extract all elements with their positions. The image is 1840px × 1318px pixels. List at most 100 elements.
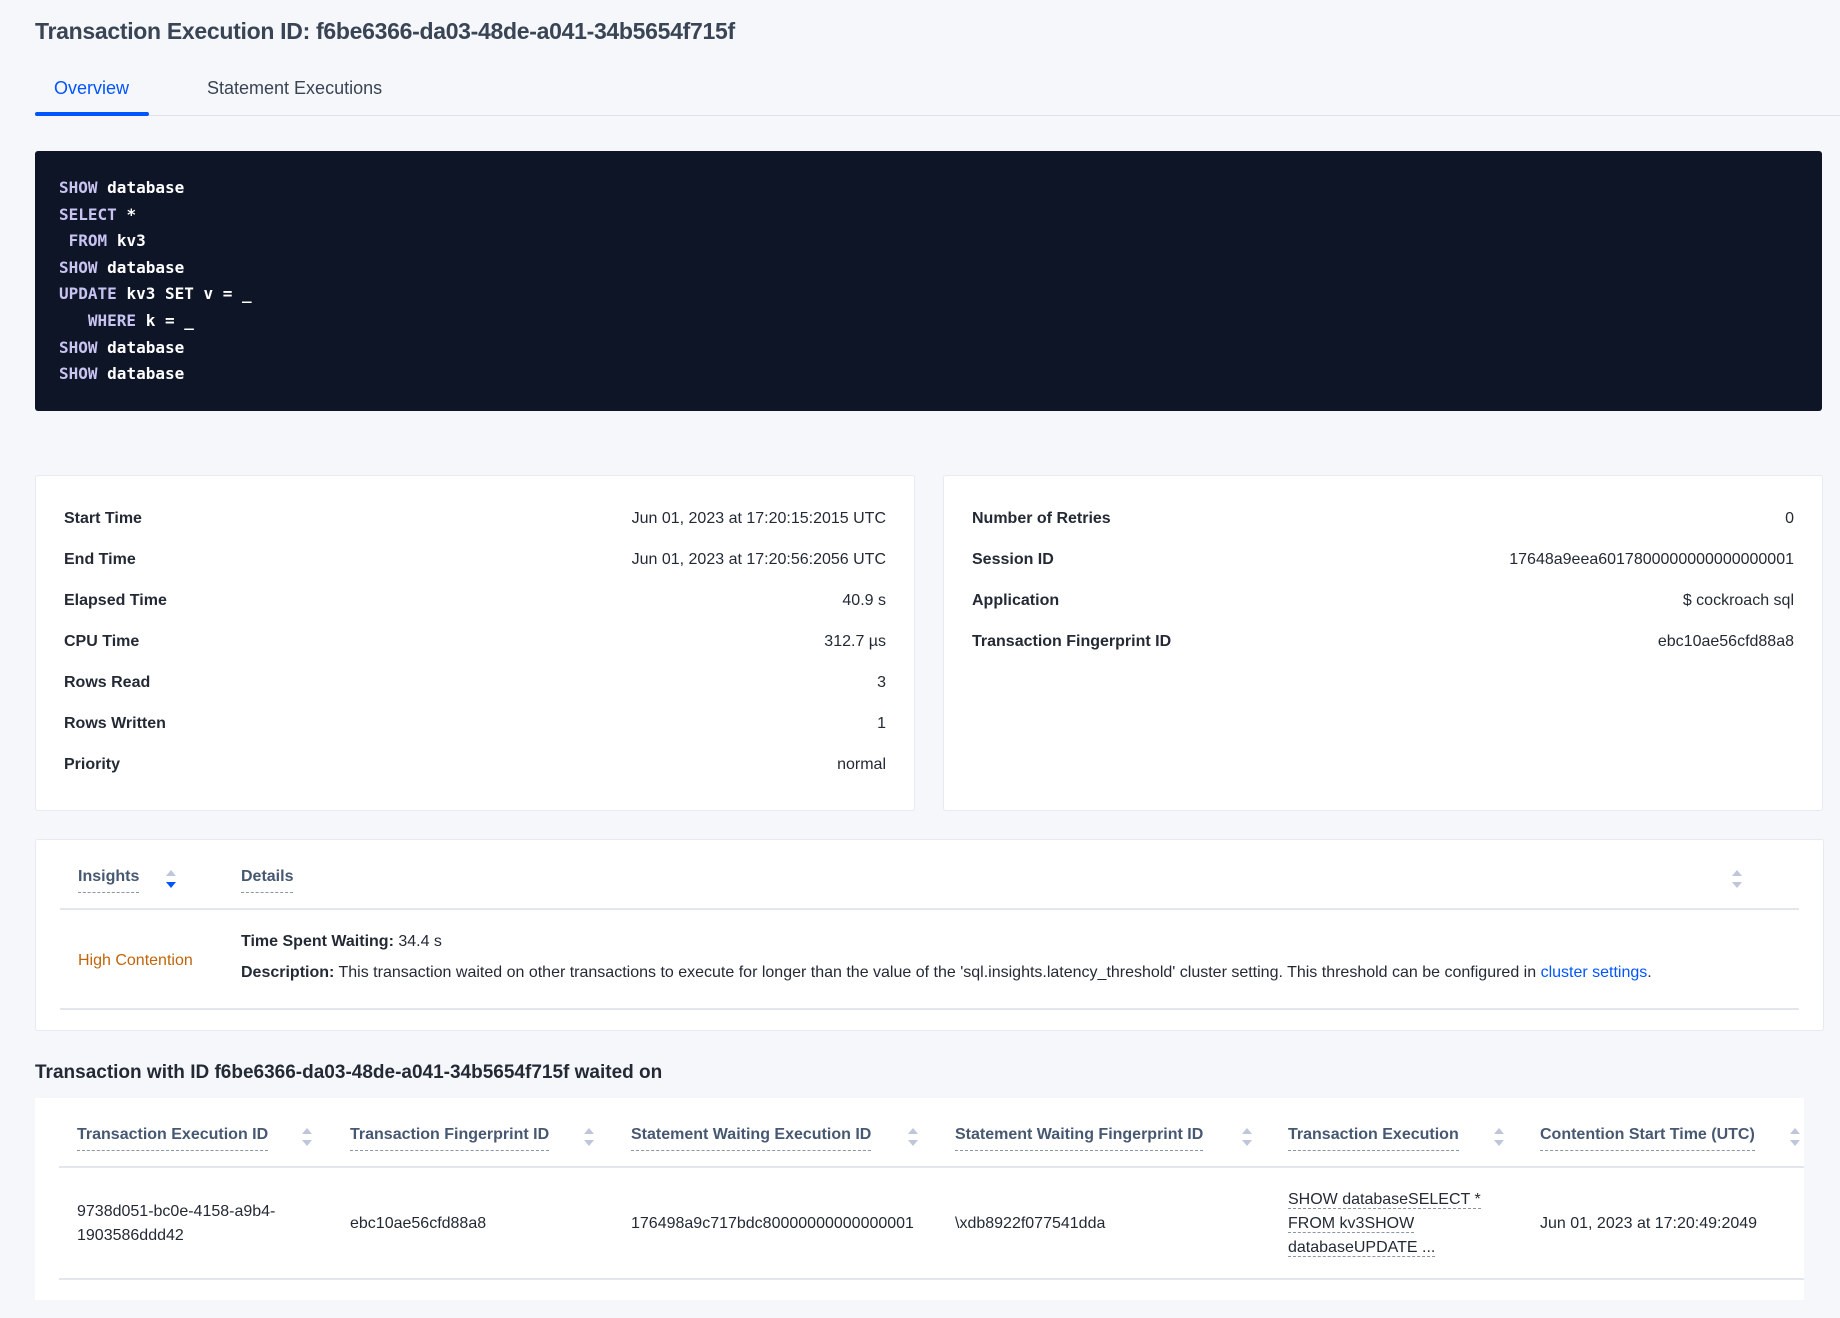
waited-on-table: Transaction Execution ID Transaction Fin… [35, 1098, 1804, 1300]
tab-statement-executions[interactable]: Statement Executions [207, 78, 383, 98]
sql-line: SHOW database [59, 175, 252, 202]
summary-value: 40.9 s [842, 592, 886, 609]
sort-icon[interactable] [1494, 1128, 1504, 1146]
summary-value: $ cockroach sql [1682, 592, 1794, 609]
summary-value: Jun 01, 2023 at 17:20:15:2015 UTC [631, 510, 886, 527]
summary-value: 312.7 µs [824, 633, 886, 650]
sql-keyword: SELECT [59, 204, 117, 224]
sql-line: SHOW database [59, 335, 252, 362]
summary-value: Jun 01, 2023 at 17:20:56:2056 UTC [631, 551, 886, 568]
summary-row: Priority normal [64, 756, 886, 776]
divider [60, 1008, 1799, 1010]
sort-icon[interactable] [1790, 1128, 1800, 1146]
page-title: Transaction Execution ID: f6be6366-da03-… [35, 18, 735, 44]
text: SHOW databaseSELECT * [1288, 1191, 1481, 1209]
sort-icon[interactable] [1732, 870, 1742, 888]
sql-keyword: FROM [59, 231, 108, 251]
punctuation: . [1647, 964, 1652, 981]
summary-label: Session ID [972, 551, 1054, 568]
summary-row: Number of Retries 0 [972, 510, 1794, 530]
summary-row: Application $ cockroach sql [972, 592, 1794, 612]
sql-text: database [107, 257, 185, 277]
sql-keyword: SHOW [59, 178, 98, 197]
column-header-txn-exec-id[interactable]: Transaction Execution ID [77, 1126, 269, 1151]
summary-row: Elapsed Time 40.9 s [64, 592, 886, 612]
sql-text: k = _ [145, 310, 194, 330]
sql-line: WHERE k = _ [59, 308, 252, 335]
value: 34.4 s [398, 933, 442, 950]
active-tab-indicator [35, 112, 149, 116]
summary-value: 1 [877, 715, 886, 732]
cell-stmt-fingerprint-id: \xdb8922f077541dda [955, 1215, 1106, 1232]
description-text: This transaction waited on other transac… [338, 964, 1541, 981]
sql-text: SHOW database SELECT * FROM kv3 SHOW datab… [59, 175, 252, 388]
summary-row: Rows Written 1 [64, 715, 886, 735]
sql-text: kv3 [116, 231, 146, 251]
sort-icon[interactable] [908, 1128, 918, 1146]
column-header-contention-start[interactable]: Contention Start Time (UTC) [1540, 1126, 1755, 1151]
sql-text: database [107, 178, 185, 197]
cell-txn-fingerprint-id: ebc10ae56cfd88a8 [350, 1215, 487, 1232]
summary-label: Application [972, 592, 1060, 609]
sql-text: database [107, 364, 185, 384]
summary-label: Rows Written [64, 715, 166, 732]
summary-label: CPU Time [64, 633, 140, 650]
summary-row: CPU Time 312.7 µs [64, 633, 886, 653]
divider [59, 1166, 1804, 1168]
sql-keyword: WHERE [59, 310, 137, 330]
label: Time Spent Waiting: [241, 933, 394, 950]
summary-card-right: Number of Retries 0 Session ID 17648a9eea60… [943, 475, 1823, 811]
summary-label: End Time [64, 551, 136, 568]
cell-txn-exec-id: 9738d051-bc0e-4158-a9b4- 1903586ddd42 [77, 1200, 275, 1248]
summary-row: Session ID 17648a9eea60178000000000000000… [972, 551, 1794, 571]
sql-line: SHOW database [59, 255, 252, 282]
summary-row: End Time Jun 01, 2023 at 17:20:56:2056 UT… [64, 551, 886, 571]
summary-row: Transaction Fingerprint ID ebc10ae56cfd88… [972, 633, 1794, 653]
summary-row: Rows Read 3 [64, 674, 886, 694]
sql-line: FROM kv3 [59, 228, 252, 255]
tab-overview[interactable]: Overview [54, 78, 130, 98]
column-header-stmt-exec-id[interactable]: Statement Waiting Execution ID [631, 1126, 872, 1151]
cell-txn-execution[interactable]: SHOW databaseSELECT * FROM kv3SHOW datab… [1288, 1188, 1481, 1260]
divider [60, 908, 1799, 910]
text: 9738d051-bc0e-4158-a9b4- [77, 1203, 276, 1220]
summary-row: Start Time Jun 01, 2023 at 17:20:15:2015 … [64, 510, 886, 530]
label: Description: [241, 964, 335, 981]
insights-table: Insights Details High Contention Time Sp… [35, 839, 1824, 1031]
sort-icon[interactable] [1242, 1128, 1252, 1146]
text: databaseUPDATE ... [1288, 1239, 1436, 1257]
sort-icon[interactable] [302, 1128, 312, 1146]
summary-label: Number of Retries [972, 510, 1111, 527]
cell-contention-start: Jun 01, 2023 at 17:20:49:2049 [1540, 1215, 1758, 1232]
text: FROM kv3SHOW [1288, 1215, 1415, 1233]
column-header-insights[interactable]: Insights [78, 868, 140, 893]
summary-label: Elapsed Time [64, 592, 167, 609]
sql-keyword: SHOW [59, 337, 98, 357]
summary-value: 17648a9eea6017800000000000000001 [1509, 551, 1794, 568]
sql-line: SELECT * [59, 202, 252, 229]
cell-stmt-exec-id: 176498a9c717bdc80000000000000001 [631, 1215, 914, 1232]
sql-text: database [107, 337, 185, 357]
sql-text: * [126, 204, 137, 224]
sql-keyword: UPDATE [59, 284, 117, 304]
summary-card-left: Start Time Jun 01, 2023 at 17:20:15:2015 … [35, 475, 915, 811]
summary-label: Transaction Fingerprint ID [972, 633, 1172, 650]
waited-on-heading: Transaction with ID f6be6366-da03-48de-a… [35, 1062, 663, 1083]
column-header-stmt-fingerprint-id[interactable]: Statement Waiting Fingerprint ID [955, 1126, 1204, 1151]
sort-icon[interactable] [166, 870, 176, 888]
divider [59, 1278, 1804, 1280]
tab-divider [35, 115, 1840, 116]
summary-label: Rows Read [64, 674, 151, 691]
description: Description: This transaction waited on … [241, 964, 1652, 982]
cluster-settings-link[interactable]: cluster settings [1540, 964, 1648, 981]
column-header-txn-execution[interactable]: Transaction Execution [1288, 1126, 1459, 1151]
sql-line: SHOW database [59, 361, 252, 388]
sort-icon[interactable] [584, 1128, 594, 1146]
column-header-txn-fingerprint-id[interactable]: Transaction Fingerprint ID [350, 1126, 550, 1151]
summary-label: Start Time [64, 510, 142, 527]
insight-type: High Contention [78, 952, 193, 969]
time-spent-waiting: Time Spent Waiting: 34.4 s [241, 933, 442, 951]
summary-value: normal [837, 756, 886, 773]
column-header-details[interactable]: Details [241, 868, 294, 893]
fingerprint-link[interactable]: ebc10ae56cfd88a8 [1657, 633, 1794, 650]
